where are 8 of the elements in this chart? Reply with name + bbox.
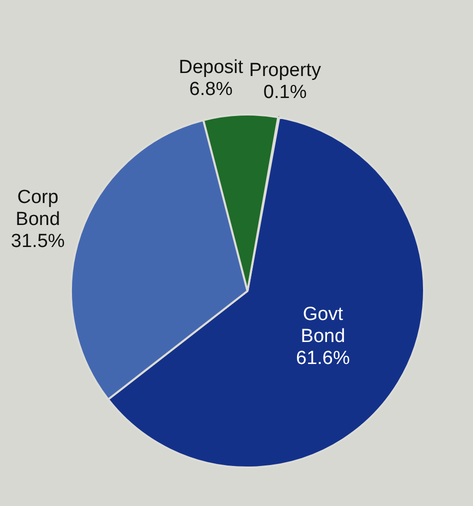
data-label: 31.5% — [10, 230, 65, 252]
data-label: 0.1% — [263, 82, 307, 104]
data-label: 61.6% — [296, 348, 350, 370]
data-label: 6.8% — [189, 78, 233, 100]
slice-label: Property — [249, 60, 322, 82]
slice-label: Govt Bond — [300, 304, 346, 348]
slice-label: Corp Bond — [16, 186, 60, 230]
slice-label: Deposit — [178, 56, 244, 78]
